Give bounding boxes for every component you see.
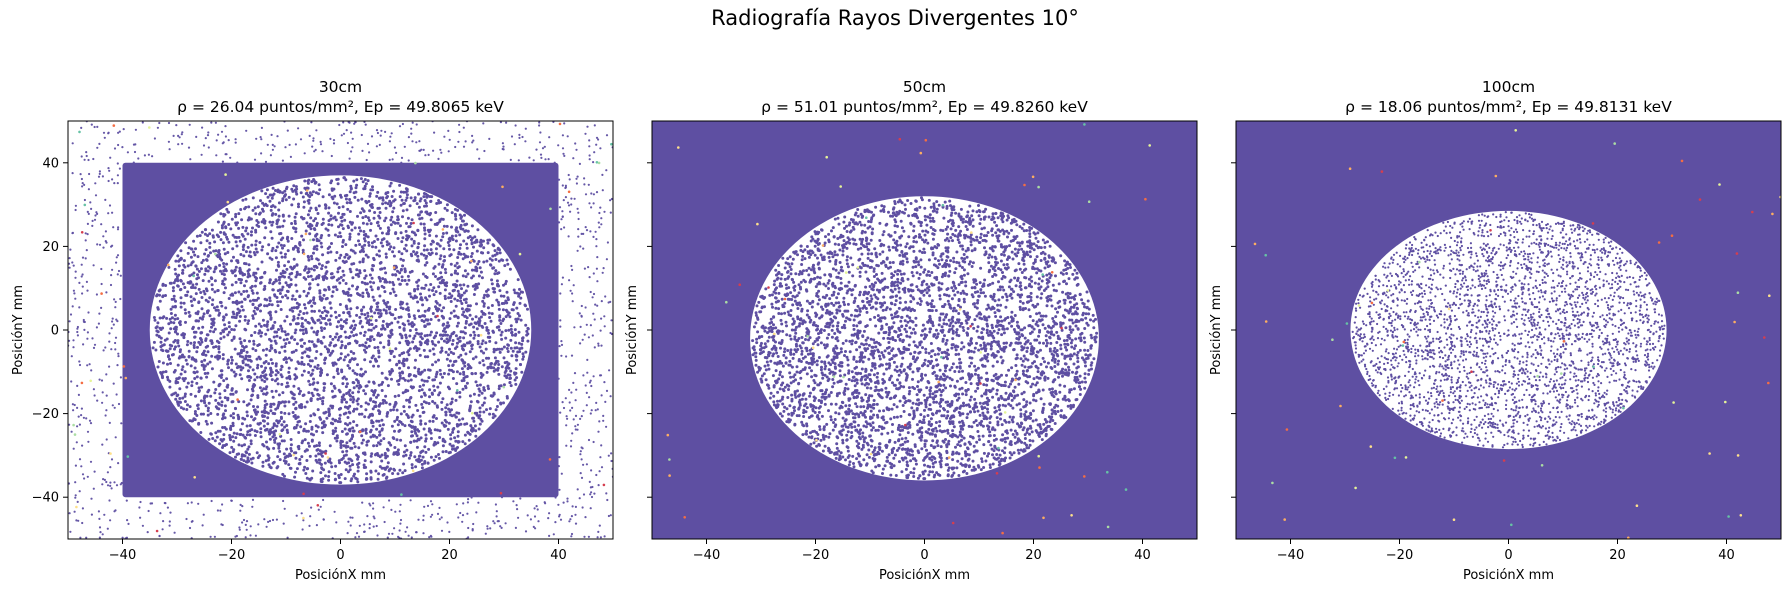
x-tick-label: 40 (550, 548, 567, 563)
y-tick-label: 0 (51, 324, 59, 339)
scatter-panel-1: −40 −20 0 20 40 −40 −20 0 20 40 30cm ρ = 26.04 punt… (11, 78, 614, 583)
plot-area (68, 121, 613, 539)
x-axis-label: PosiciónX mm (295, 568, 386, 583)
hole-scatter-points (151, 176, 530, 485)
panel-title-stats: ρ = 18.06 puntos/mm², Ep = 49.8131 keV (1345, 98, 1672, 116)
y-axis-label: PosiciónY mm (11, 285, 26, 375)
y-tick-label: 40 (42, 156, 59, 171)
panel-title-distance: 50cm (903, 78, 946, 96)
panel-title-distance: 30cm (319, 78, 362, 96)
outer-scatter-points (68, 121, 613, 539)
x-tick-label: 0 (920, 548, 928, 563)
scatter-panel-2: −40 −20 0 20 40 50cm ρ = 51.01 puntos/mm², Ep … (625, 78, 1198, 583)
panel-title-distance: 100cm (1482, 78, 1535, 96)
plot-area (652, 121, 1197, 539)
y-tick-label: 20 (42, 240, 59, 255)
x-tick-label: −20 (218, 548, 245, 563)
x-tick-label: 0 (1504, 548, 1512, 563)
panel-title-stats: ρ = 26.04 puntos/mm², Ep = 49.8065 keV (177, 98, 504, 116)
y-tick-label: −20 (32, 407, 59, 422)
x-tick-label: 40 (1718, 548, 1735, 563)
x-tick-label: −20 (802, 548, 829, 563)
hole-scatter-points (751, 196, 1099, 481)
y-axis-label: PosiciónY mm (625, 285, 640, 375)
x-tick-label: 40 (1134, 548, 1151, 563)
x-tick-label: −40 (693, 548, 720, 563)
accent-points (1253, 129, 1781, 539)
x-tick-label: 20 (1025, 548, 1042, 563)
x-tick-label: −40 (109, 548, 136, 563)
x-axis-label: PosiciónX mm (1463, 568, 1554, 583)
x-axis-label: PosiciónX mm (879, 568, 970, 583)
x-tick-label: −40 (1277, 548, 1304, 563)
x-tick-label: 0 (336, 548, 344, 563)
scatter-panel-3: −40 −20 0 20 40 100cm ρ = 18.06 puntos/mm², Ep… (1209, 78, 1782, 583)
y-axis-label: PosiciónY mm (1209, 285, 1224, 375)
plot-area (1236, 121, 1781, 539)
x-tick-label: 20 (1609, 548, 1626, 563)
panel-title-stats: ρ = 51.01 puntos/mm², Ep = 49.8260 keV (761, 98, 1088, 116)
x-tick-label: −20 (1386, 548, 1413, 563)
figure-title: Radiografía Rayos Divergentes 10° (711, 6, 1079, 30)
accent-points (72, 122, 613, 533)
hole-scatter-points (1351, 211, 1666, 449)
x-tick-label: 20 (441, 548, 458, 563)
y-tick-label: −40 (32, 491, 59, 506)
accent-points (666, 123, 1151, 535)
